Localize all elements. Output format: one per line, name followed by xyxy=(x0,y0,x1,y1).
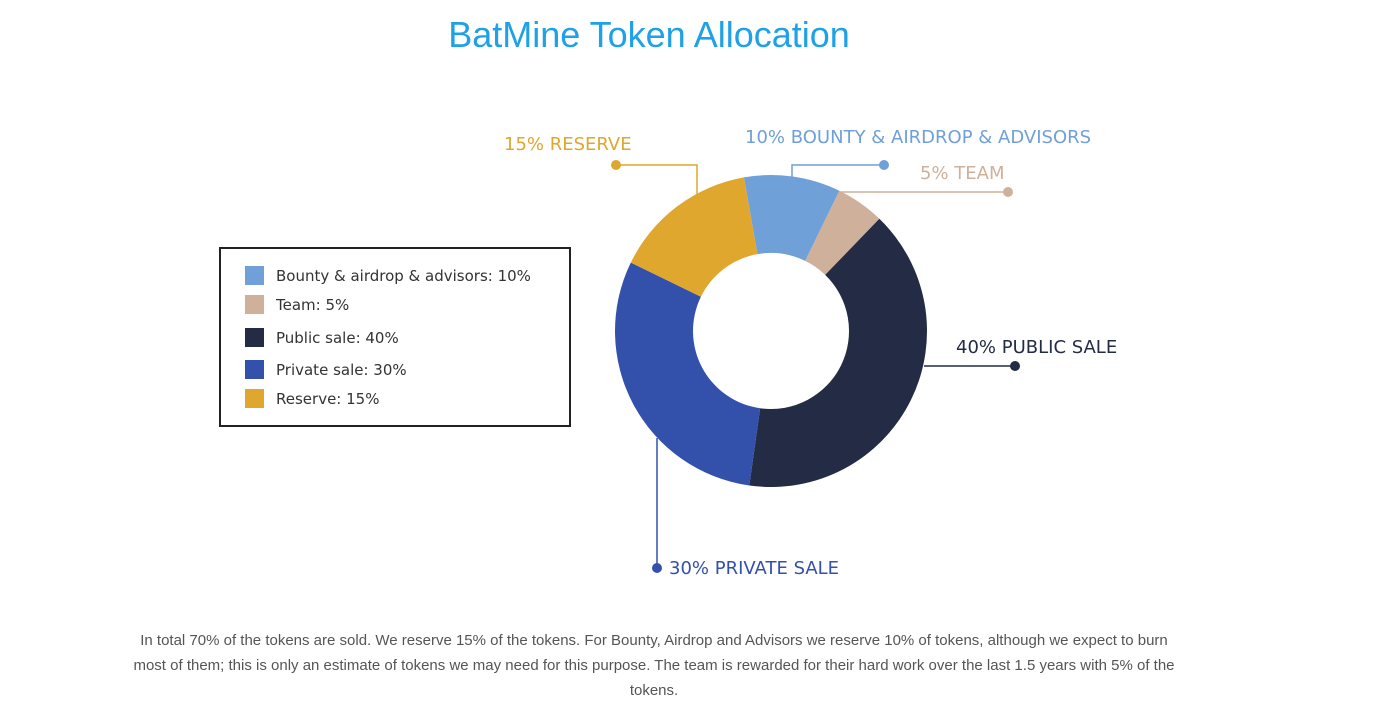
legend-item-public-sale: Public sale: 40% xyxy=(245,328,399,347)
legend-swatch xyxy=(245,328,264,347)
leader-dot-bounty xyxy=(879,160,889,170)
legend-item-team: Team: 5% xyxy=(245,295,349,314)
leader-dot-public xyxy=(1010,361,1020,371)
legend-label: Bounty & airdrop & advisors: 10% xyxy=(276,266,531,285)
legend-label: Reserve: 15% xyxy=(276,389,380,408)
legend-item-reserve: Reserve: 15% xyxy=(245,389,379,408)
slice-reserve xyxy=(630,177,758,297)
legend-label: Private sale: 30% xyxy=(276,360,407,379)
description-text: In total 70% of the tokens are sold. We … xyxy=(133,632,1175,699)
slice-private-sale xyxy=(615,262,761,486)
legend-swatch xyxy=(245,295,264,314)
slice-label-bounty: 10% BOUNTY & AIRDROP & ADVISORS xyxy=(745,127,1091,148)
leader-dot-team xyxy=(1003,187,1013,197)
legend: Bounty & airdrop & advisors: 10% Team: 5… xyxy=(219,247,571,427)
slice-label-team: 5% TEAM xyxy=(920,163,1005,184)
leader-line-reserve xyxy=(616,164,698,195)
slice-team xyxy=(805,190,880,275)
legend-swatch xyxy=(245,266,264,285)
leader-dot-reserve xyxy=(611,160,621,170)
slice-label-private: 30% PRIVATE SALE xyxy=(669,558,839,579)
legend-label: Public sale: 40% xyxy=(276,328,399,347)
leader-dot-private xyxy=(652,563,662,573)
chart-title: BatMine Token Allocation xyxy=(448,14,850,55)
slice-bounty xyxy=(743,175,840,261)
legend-swatch xyxy=(245,360,264,379)
slice-public-sale xyxy=(749,218,928,487)
legend-label: Team: 5% xyxy=(276,295,350,314)
legend-swatch xyxy=(245,389,264,408)
slice-label-public: 40% PUBLIC SALE xyxy=(956,337,1117,358)
legend-item-private-sale: Private sale: 30% xyxy=(245,360,407,379)
slice-label-reserve: 15% RESERVE xyxy=(504,134,632,155)
legend-item-bounty: Bounty & airdrop & advisors: 10% xyxy=(245,266,531,285)
